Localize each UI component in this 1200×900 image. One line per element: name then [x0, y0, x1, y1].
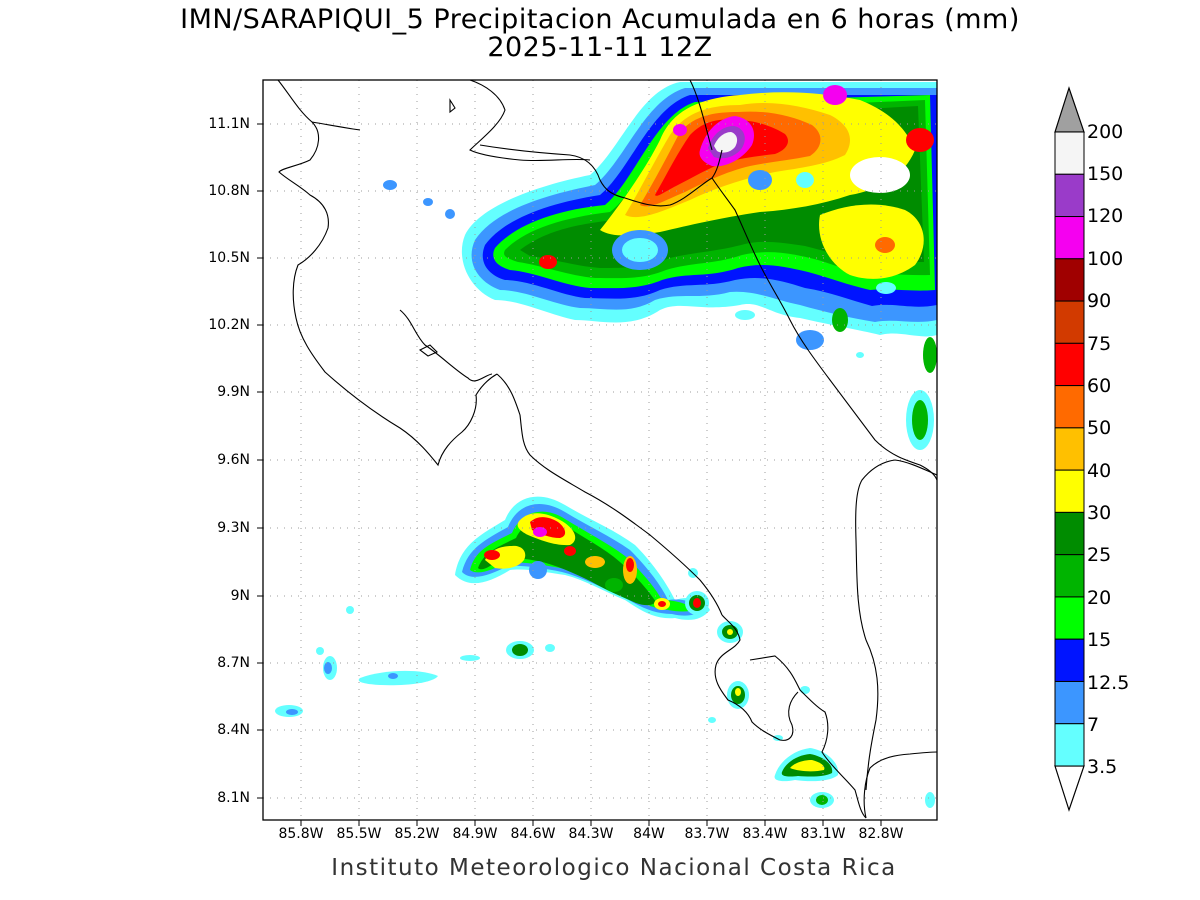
- lat-label: 8.4N: [217, 722, 250, 738]
- colorbar-label: 60: [1087, 375, 1112, 397]
- colorbar-label: 15: [1087, 629, 1112, 651]
- colorbar-box: [1054, 511, 1085, 556]
- colorbar-box: [1054, 596, 1085, 640]
- colorbar-box: [1054, 173, 1085, 218]
- colorbar-box: [1054, 131, 1085, 175]
- colorbar-label: 20: [1087, 587, 1112, 609]
- colorbar-label: 7: [1087, 714, 1100, 736]
- colorbar-boxes: [1054, 131, 1085, 767]
- colorbar-label: 75: [1087, 333, 1112, 355]
- lat-label: 9.3N: [217, 520, 250, 536]
- colorbar-bottom-arrow: [1054, 765, 1085, 812]
- lon-label: 84W: [633, 826, 665, 842]
- lat-label: 9.6N: [217, 452, 250, 468]
- colorbar-box: [1054, 258, 1085, 302]
- colorbar-box: [1054, 385, 1085, 429]
- colorbar-label: 25: [1087, 544, 1112, 566]
- lon-label: 84.6W: [510, 826, 556, 842]
- lon-label: 83.4W: [742, 826, 788, 842]
- colorbar-label: 40: [1087, 460, 1112, 482]
- lon-label: 84.9W: [452, 826, 498, 842]
- lat-label: 9.9N: [217, 384, 250, 400]
- lat-label: 11.1N: [208, 116, 250, 132]
- colorbar: [1054, 86, 1085, 812]
- lon-label: 83.1W: [800, 826, 846, 842]
- colorbar-label: 150: [1087, 163, 1124, 185]
- country-borders: [479, 80, 937, 481]
- coastlines: [277, 80, 937, 819]
- rain-band-south: [275, 496, 935, 808]
- rain-band-north: [383, 82, 937, 450]
- colorbar-box: [1054, 554, 1085, 598]
- lat-label: 10.5N: [208, 250, 250, 266]
- footer-credit: Instituto Meteorologico Nacional Costa R…: [331, 855, 897, 881]
- precipitation-field: [275, 82, 937, 808]
- lat-label: 8.1N: [217, 790, 250, 806]
- lat-label: 8.7N: [217, 655, 250, 671]
- colorbar-box: [1054, 342, 1085, 387]
- lon-label: 84.3W: [568, 826, 614, 842]
- colorbar-box: [1054, 469, 1085, 513]
- colorbar-label: 200: [1087, 121, 1124, 143]
- lat-label: 10.2N: [208, 317, 250, 333]
- lon-label: 85.5W: [336, 826, 382, 842]
- lon-label: 85.8W: [278, 826, 324, 842]
- colorbar-label: 90: [1087, 290, 1112, 312]
- colorbar-box: [1054, 300, 1085, 344]
- colorbar-label: 30: [1087, 502, 1112, 524]
- colorbar-box: [1054, 216, 1085, 260]
- chart-title: IMN/SARAPIQUI_5 Precipitacion Acumulada …: [180, 4, 1020, 35]
- lat-label: 10.8N: [208, 183, 250, 199]
- lon-label: 85.2W: [394, 826, 440, 842]
- lat-label: 9N: [230, 588, 250, 604]
- axis-ticks: [257, 123, 882, 826]
- map-frame: [262, 79, 938, 821]
- colorbar-box: [1054, 638, 1085, 682]
- colorbar-label: 12.5: [1087, 672, 1130, 694]
- colorbar-label: 100: [1087, 248, 1124, 270]
- lon-label: 82.8W: [858, 826, 904, 842]
- colorbar-box: [1054, 680, 1085, 725]
- colorbar-box: [1054, 427, 1085, 471]
- colorbar-label: 3.5: [1087, 756, 1118, 778]
- colorbar-top-arrow: [1054, 86, 1085, 133]
- colorbar-box: [1054, 723, 1085, 767]
- colorbar-label: 50: [1087, 417, 1112, 439]
- colorbar-label: 120: [1087, 205, 1124, 227]
- lon-label: 83.7W: [684, 826, 730, 842]
- chart-subtitle: 2025-11-11 12Z: [487, 32, 713, 63]
- grid-lines: [263, 80, 937, 820]
